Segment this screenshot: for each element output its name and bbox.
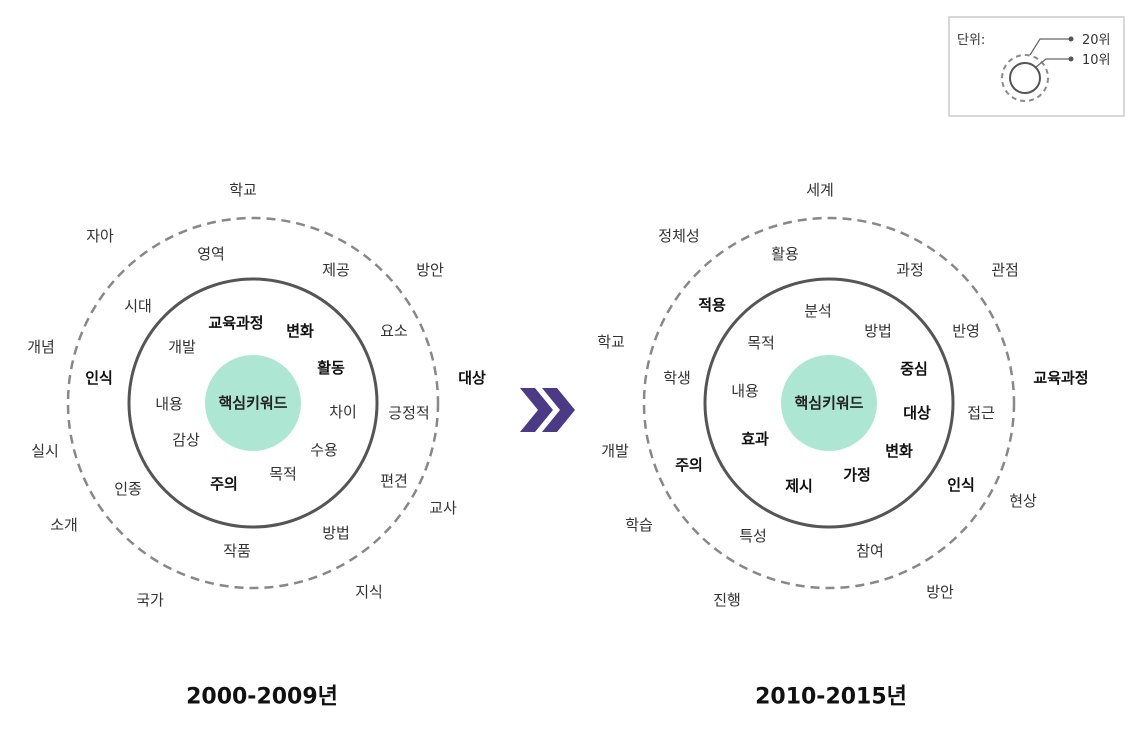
keyword-outer: 대상	[458, 369, 486, 387]
keyword-outer: 개념	[27, 338, 55, 356]
keyword-inner: 효과	[741, 430, 769, 448]
outer-dashed-ring	[66, 216, 440, 590]
chevron-icon	[542, 388, 575, 432]
keyword-middle: 인식	[947, 476, 975, 494]
keyword-middle: 시대	[124, 297, 152, 315]
keyword-inner: 변화	[885, 442, 913, 460]
diagram-2010-2015: 핵심키워드 분석 방법 목적 중심 내용 대상 효과 변화 가정 제시 활용 과…	[597, 181, 1088, 710]
legend-inner-label: 10위	[1082, 53, 1111, 68]
center-circle	[205, 355, 301, 451]
keyword-outer: 실시	[31, 442, 59, 460]
keyword-inner: 수용	[310, 441, 338, 459]
keyword-outer: 정체성	[658, 227, 699, 245]
keyword-middle: 접근	[967, 404, 995, 422]
keyword-inner: 가정	[843, 466, 871, 484]
legend-outer-circle	[1001, 54, 1049, 102]
keyword-middle: 학생	[663, 369, 691, 387]
keyword-outer: 소개	[50, 516, 78, 534]
legend-title: 단위:	[957, 33, 985, 48]
legend-box: 단위: 20위 10위	[948, 16, 1125, 117]
keyword-outer: 지식	[355, 583, 383, 601]
keyword-outer: 학교	[597, 333, 625, 351]
keyword-outer: 교사	[429, 499, 457, 517]
keyword-middle: 영역	[197, 245, 225, 263]
keyword-middle: 특성	[739, 527, 767, 545]
keyword-middle: 적용	[698, 296, 726, 314]
keyword-outer: 현상	[1009, 492, 1037, 510]
keyword-inner: 대상	[903, 404, 931, 422]
keyword-outer: 국가	[136, 591, 164, 609]
diagram-2000-2009: 핵심키워드 교육과정 변화 활동 개발 내용 차이 감상 수용 목적 주의 영역…	[27, 181, 486, 710]
keyword-outer: 학습	[625, 516, 653, 534]
center-keyword: 핵심키워드	[218, 394, 287, 412]
outer-dashed-ring	[642, 216, 1016, 590]
keyword-outer: 개발	[601, 442, 629, 460]
keyword-inner: 교육과정	[208, 314, 263, 332]
keyword-middle: 편견	[380, 472, 408, 490]
keyword-inner: 중심	[900, 360, 928, 378]
keyword-outer: 관점	[991, 261, 1019, 279]
keyword-middle: 활용	[771, 245, 799, 263]
legend-outer-leader	[1029, 38, 1071, 56]
center-circle	[781, 355, 877, 451]
keyword-inner: 주의	[210, 475, 238, 493]
keyword-outer: 방안	[926, 583, 954, 601]
inner-solid-ring	[703, 277, 955, 529]
center-keyword: 핵심키워드	[794, 394, 863, 412]
legend-outer-label: 20위	[1082, 33, 1111, 48]
keyword-middle: 주의	[675, 456, 703, 474]
keyword-outer: 교육과정	[1033, 369, 1088, 387]
keyword-inner: 내용	[731, 382, 759, 400]
keyword-middle: 참여	[856, 542, 884, 560]
legend-inner-dot	[1068, 56, 1074, 62]
keyword-outer: 진행	[713, 591, 741, 609]
keyword-inner: 목적	[269, 465, 297, 483]
keyword-inner: 감상	[172, 431, 200, 449]
legend-inner-circle	[1009, 62, 1041, 94]
period-label: 2000-2009년	[186, 685, 338, 710]
keyword-middle: 과정	[896, 261, 924, 279]
keyword-outer: 방안	[416, 261, 444, 279]
keyword-inner: 방법	[864, 322, 892, 340]
keyword-inner: 변화	[286, 322, 314, 340]
keyword-inner: 제시	[785, 477, 813, 495]
keyword-middle: 방법	[322, 524, 350, 542]
keyword-inner: 개발	[168, 338, 196, 356]
legend-inner-leader	[1035, 58, 1071, 68]
keyword-inner: 활동	[317, 359, 345, 377]
keyword-middle: 긍정적	[388, 404, 429, 422]
keyword-inner: 분석	[804, 302, 832, 320]
keyword-outer: 학교	[229, 181, 257, 199]
keyword-inner: 차이	[329, 403, 357, 421]
keyword-middle: 작품	[223, 542, 251, 560]
keyword-inner: 목적	[747, 334, 775, 352]
chevron-icon	[520, 388, 553, 432]
double-chevron-icon	[520, 388, 575, 432]
keyword-middle: 요소	[380, 322, 408, 340]
keyword-outer: 세계	[806, 181, 834, 199]
keyword-middle: 반영	[952, 322, 980, 340]
period-label: 2010-2015년	[755, 685, 907, 710]
keyword-middle: 인식	[85, 369, 113, 387]
keyword-middle: 인종	[114, 480, 142, 498]
keyword-inner: 내용	[155, 395, 183, 413]
keyword-outer: 자아	[86, 227, 114, 245]
keyword-middle: 제공	[322, 261, 350, 279]
inner-solid-ring	[127, 277, 379, 529]
legend-outer-dot	[1068, 36, 1074, 42]
